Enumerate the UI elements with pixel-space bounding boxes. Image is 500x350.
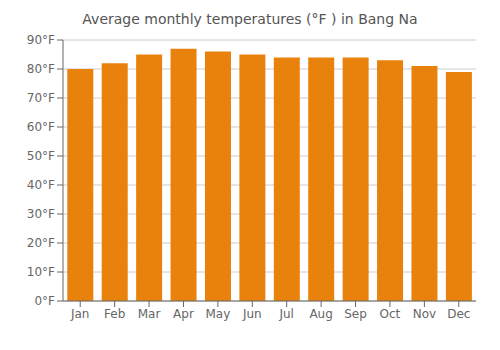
- svg-text:Jan: Jan: [70, 307, 90, 321]
- svg-text:Mar: Mar: [138, 307, 161, 321]
- svg-text:70°F: 70°F: [27, 91, 55, 105]
- svg-text:Oct: Oct: [380, 307, 401, 321]
- html-text:Average monthly temperatures (: Average monthly temperatures (°F ) in Ba…: [82, 11, 418, 27]
- svg-text:Sep: Sep: [344, 307, 367, 321]
- svg-text:Dec: Dec: [447, 307, 470, 321]
- svg-text:0°F: 0°F: [34, 294, 55, 308]
- svg-text:30°F: 30°F: [27, 207, 55, 221]
- svg-text:10°F: 10°F: [27, 265, 55, 279]
- svg-text:Apr: Apr: [173, 307, 194, 321]
- svg-text:60°F: 60°F: [27, 120, 55, 134]
- svg-text:Jul: Jul: [278, 307, 293, 321]
- svg-text:80°F: 80°F: [27, 62, 55, 76]
- svg-text:Aug: Aug: [309, 307, 332, 321]
- svg-text:20°F: 20°F: [27, 236, 55, 250]
- svg-text:90°F: 90°F: [27, 33, 55, 47]
- svg-text:40°F: 40°F: [27, 178, 55, 192]
- svg-text:May: May: [205, 307, 230, 321]
- svg-text:Nov: Nov: [413, 307, 436, 321]
- svg-text:50°F: 50°F: [27, 149, 55, 163]
- svg-text:Jun: Jun: [242, 307, 262, 321]
- svg-text:Feb: Feb: [104, 307, 125, 321]
